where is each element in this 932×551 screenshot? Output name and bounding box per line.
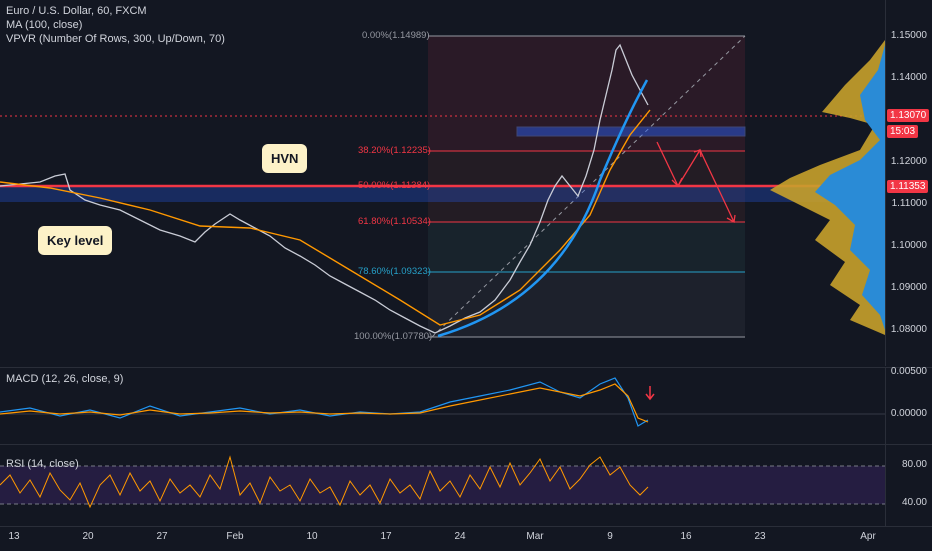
time-tick-7: 24 [454,531,466,542]
price-tick-5: 1.12000 [890,156,927,167]
price-pane[interactable]: Euro / U.S. Dollar, 60, FXCM MA (100, cl… [0,0,885,366]
rsi-line [0,455,649,509]
fib-zone-low [428,222,745,272]
resistance-box [516,126,746,137]
chart-title[interactable]: Euro / U.S. Dollar, 60, FXCM [6,5,147,17]
macd-signal-line [0,383,649,423]
price-tick-2: 1.14000 [890,72,927,83]
fib-zone-top [428,36,745,151]
fib-label-78: 78.60%(1.09323) [358,266,431,277]
time-tick-4: Feb [226,531,244,542]
arc-curve [437,79,649,338]
time-axis[interactable] [0,526,932,551]
fib-label-100: 100.00%(1.07780) [354,331,433,342]
fib-zone-bottom [428,272,745,337]
price-axis[interactable]: 1.15000 1.14000 1.12000 1.11000 1.10000 … [885,0,932,366]
macd-tick-1: 0.00500 [890,366,927,377]
price-tick-10: 1.08000 [890,324,927,335]
projection-arrows [656,141,736,224]
price-series [0,43,649,334]
time-tick-12: Apr [860,531,876,542]
price-tick-9: 1.09000 [890,282,927,293]
macd-tick-2: 0.00000 [890,408,927,419]
ma-legend[interactable]: MA (100, close) [6,19,83,31]
rsi-legend[interactable]: RSI (14, close) [6,458,79,470]
ma-line [0,109,651,326]
time-tick-1: 13 [8,531,20,542]
fib-label-0: 0.00%(1.14989) [362,30,430,41]
volume-profile [770,40,885,335]
time-tick-3: 27 [156,531,168,542]
rsi-chart-svg [0,455,885,509]
time-tick-9: 9 [607,531,613,542]
hvn-price-tag: 1.11353 [887,180,929,193]
time-tick-11: 23 [754,531,766,542]
price-tick-8: 1.10000 [890,240,927,251]
time-tick-10: 16 [680,531,692,542]
price-tick-7: 1.11000 [891,198,927,209]
fib-label-38: 38.20%(1.12235) [358,145,431,156]
current-price-tag: 1.13070 [887,109,930,122]
chart-legend: Euro / U.S. Dollar, 60, FXCM MA (100, cl… [6,4,225,46]
vpvr-legend[interactable]: VPVR (Number Of Rows, 300, Up/Down, 70) [6,33,225,45]
price-chart-svg [0,35,885,338]
countdown-tag: 15:03 [887,125,919,138]
hvn-callout[interactable]: HVN [262,144,308,173]
key-level-callout[interactable]: Key level [38,226,113,255]
macd-axis[interactable]: 0.00500 0.00000 [885,366,932,444]
fib-label-61: 61.80%(1.10534) [358,216,431,227]
price-tick-1: 1.15000 [890,30,927,41]
macd-arrow [645,386,655,401]
macd-legend[interactable]: MACD (12, 26, close, 9) [6,373,124,385]
rsi-pane[interactable]: RSI (14, close) [0,444,885,527]
rsi-tick-2: 40.00 [901,497,927,508]
fib-label-50: 50.00%(1.11384) [358,180,431,191]
rsi-band [0,466,885,504]
time-tick-6: 17 [380,531,392,542]
macd-chart-svg [0,377,885,427]
rsi-tick-1: 80.00 [901,459,927,470]
time-tick-2: 20 [82,531,94,542]
rsi-axis[interactable]: 80.00 40.00 [885,444,932,527]
time-tick-8: Mar [526,531,544,542]
time-tick-5: 10 [306,531,318,542]
macd-pane[interactable]: MACD (12, 26, close, 9) [0,367,885,444]
hvn-band [0,186,885,202]
